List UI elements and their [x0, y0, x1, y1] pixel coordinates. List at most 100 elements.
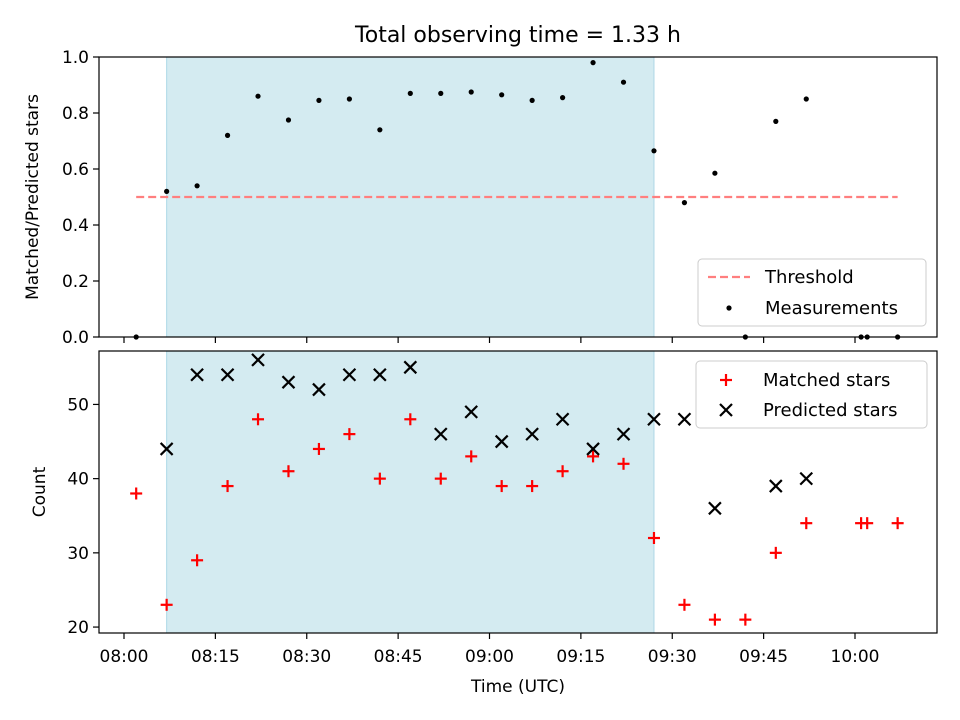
- x-axis-label: Time (UTC): [470, 677, 565, 697]
- bottom-shaded-span: [166, 350, 655, 634]
- top-ytick-label: 0.8: [62, 104, 89, 124]
- top-ytick-label: 0.2: [62, 272, 89, 292]
- matched-star-point: [647, 532, 660, 545]
- matched-star-point: [617, 457, 630, 470]
- legend-matched-swatch: [720, 374, 732, 386]
- matched-star-point: [191, 554, 204, 567]
- predicted-star-point: [220, 367, 235, 382]
- matched-star-point: [221, 480, 234, 493]
- measurement-point: [438, 90, 444, 96]
- matched-star-point: [252, 413, 265, 426]
- matched-star-point: [587, 450, 600, 463]
- predicted-star-point: [403, 360, 418, 375]
- measurement-point: [255, 93, 261, 99]
- predicted-stars-points: [159, 353, 814, 516]
- predicted-star-point: [799, 471, 814, 486]
- bottom-xtick-label: 09:00: [465, 647, 514, 667]
- matched-star-point: [861, 517, 874, 530]
- measurement-point: [194, 183, 200, 189]
- matched-star-point: [343, 428, 356, 441]
- matched-star-point: [160, 598, 173, 611]
- matched-star-point: [526, 480, 539, 493]
- measurement-point: [164, 188, 170, 194]
- measurement-point: [468, 89, 474, 95]
- measurement-point: [407, 90, 413, 96]
- predicted-star-point: [159, 442, 174, 456]
- measurement-point: [529, 97, 535, 103]
- matched-star-point: [708, 613, 721, 626]
- bottom-xtick-label: 09:30: [648, 647, 697, 667]
- measurement-point: [346, 96, 352, 102]
- predicted-star-point: [708, 501, 722, 516]
- matched-star-point: [678, 598, 691, 611]
- matched-star-point: [556, 465, 569, 478]
- top-ticks: 0.0 0.2 0.4 0.6 0.8 1.0: [62, 48, 856, 348]
- bottom-ylabel: Count: [30, 466, 50, 517]
- measurement-point: [560, 95, 566, 101]
- predicted-star-point: [464, 405, 479, 419]
- predicted-star-point: [525, 427, 539, 441]
- legend-measurements-swatch: [726, 305, 732, 311]
- top-ytick-label: 0.0: [62, 328, 89, 348]
- measurement-point: [773, 118, 779, 124]
- bottom-xtick-label: 08:15: [191, 647, 240, 667]
- predicted-star-point: [769, 479, 783, 493]
- top-legend: Threshold Measurements: [697, 258, 927, 327]
- bottom-legend: Matched stars Predicted stars: [695, 360, 928, 429]
- matched-star-point: [769, 546, 782, 559]
- top-ytick-label: 0.6: [62, 160, 89, 180]
- predicted-star-point: [586, 442, 600, 456]
- measurement-point: [224, 132, 231, 138]
- measurement-point: [651, 148, 657, 154]
- figure-title: Total observing time = 1.33 h: [354, 23, 681, 48]
- bottom-xtick-label: 10:00: [831, 647, 880, 667]
- bottom-ticks: 20 30 40 50 08:00 08:15 08:30 08:45 09:00 09:15 09…: [67, 395, 879, 667]
- matched-star-point: [800, 517, 813, 530]
- bottom-xtick-label: 09:15: [556, 647, 605, 667]
- measurement-point: [285, 117, 292, 123]
- legend-threshold-label: Threshold: [764, 267, 854, 288]
- bottom-xtick-label: 08:00: [100, 647, 149, 667]
- predicted-star-point: [616, 427, 631, 441]
- bottom-legend-box: [695, 360, 928, 429]
- bottom-ytick-label: 30: [67, 544, 89, 564]
- top-legend-box: [697, 258, 927, 327]
- matched-star-point: [434, 472, 447, 485]
- measurement-point: [499, 92, 505, 98]
- legend-measurements-label: Measurements: [765, 298, 898, 319]
- bottom-ytick-label: 50: [67, 395, 89, 415]
- top-ylabel: Matched/Predicted stars: [23, 94, 43, 300]
- predicted-star-point: [494, 434, 509, 449]
- bottom-ytick-label: 20: [67, 618, 89, 638]
- legend-predicted-label: Predicted stars: [763, 400, 897, 421]
- matched-star-point: [739, 613, 752, 626]
- matched-star-point: [373, 472, 386, 485]
- measurement-point: [681, 200, 688, 206]
- matched-star-point: [130, 487, 143, 500]
- matched-star-point: [282, 465, 295, 478]
- top-panel: 0.0 0.2 0.4 0.6 0.8 1.0 Matched/Predicted sta…: [23, 48, 938, 348]
- predicted-star-point: [373, 367, 387, 382]
- measurement-points: [133, 60, 901, 340]
- measurement-point: [316, 97, 322, 103]
- predicted-star-point: [251, 353, 265, 367]
- bottom-plot-frame: [98, 350, 938, 634]
- bottom-xtick-label: 08:45: [374, 647, 423, 667]
- legend-predicted-swatch: [719, 403, 733, 417]
- matched-star-point: [465, 450, 478, 463]
- measurement-point: [712, 170, 718, 176]
- top-ytick-label: 1.0: [62, 48, 89, 68]
- predicted-star-point: [312, 382, 326, 397]
- matched-star-point: [495, 480, 508, 493]
- matched-star-point: [891, 517, 904, 530]
- predicted-star-point: [190, 367, 204, 382]
- top-plot-frame: [98, 56, 938, 338]
- predicted-star-point: [281, 375, 296, 389]
- matched-stars-points: [130, 413, 904, 626]
- measurement-point: [803, 96, 809, 102]
- measurement-point: [620, 79, 627, 85]
- bottom-ytick-label: 40: [67, 470, 89, 490]
- bottom-xtick-label: 09:45: [739, 647, 788, 667]
- top-ytick-label: 0.4: [62, 216, 89, 236]
